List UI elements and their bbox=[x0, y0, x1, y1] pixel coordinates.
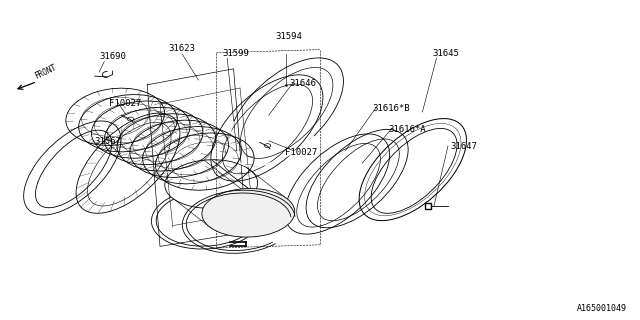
Text: 31616*A: 31616*A bbox=[388, 125, 426, 134]
Text: 31567: 31567 bbox=[95, 137, 122, 146]
Text: 31645: 31645 bbox=[432, 49, 459, 58]
Text: 31599: 31599 bbox=[222, 49, 249, 58]
Text: 31646: 31646 bbox=[289, 79, 316, 88]
Text: 31647: 31647 bbox=[451, 142, 477, 151]
Text: 31690: 31690 bbox=[100, 52, 127, 61]
Text: A165001049: A165001049 bbox=[577, 304, 627, 313]
Text: F10027: F10027 bbox=[109, 99, 141, 108]
Text: 31594: 31594 bbox=[275, 32, 302, 41]
Text: 31616*B: 31616*B bbox=[372, 104, 410, 113]
Text: 31623: 31623 bbox=[168, 44, 195, 53]
Ellipse shape bbox=[202, 188, 295, 237]
Text: FRONT: FRONT bbox=[33, 63, 58, 81]
Text: F10027: F10027 bbox=[285, 148, 317, 156]
